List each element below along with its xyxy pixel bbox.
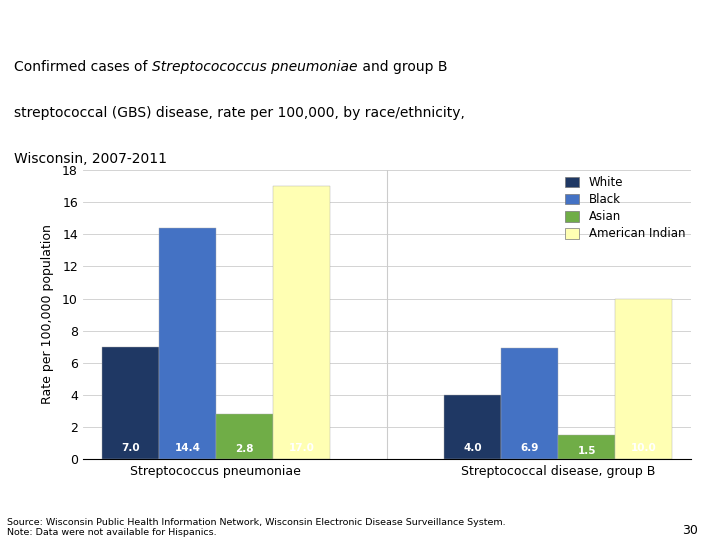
Text: Wisconsin, 2007-2011: Wisconsin, 2007-2011 (14, 152, 167, 166)
Text: and group B: and group B (358, 59, 447, 73)
Bar (273, 186, 330, 459)
Bar (216, 414, 273, 459)
Text: 7.0: 7.0 (121, 443, 140, 453)
Bar (558, 435, 615, 459)
Text: 2.8: 2.8 (235, 443, 253, 454)
Text: 10.0: 10.0 (631, 443, 657, 453)
Bar (501, 348, 558, 459)
Text: 14.4: 14.4 (174, 443, 200, 453)
Text: 1.5: 1.5 (577, 446, 596, 456)
Bar (444, 395, 501, 459)
Text: Streptocococcus pneumoniae: Streptocococcus pneumoniae (152, 59, 358, 73)
Y-axis label: Rate per 100,000 population: Rate per 100,000 population (41, 225, 54, 404)
Bar (102, 347, 159, 459)
Text: Source: Wisconsin Public Health Information Network, Wisconsin Electronic Diseas: Source: Wisconsin Public Health Informat… (7, 518, 506, 537)
Text: Incidence of communicable disease: Incidence of communicable disease (446, 14, 711, 27)
Text: 17.0: 17.0 (289, 443, 315, 453)
Text: 30: 30 (683, 524, 698, 537)
Text: 4.0: 4.0 (463, 443, 482, 453)
Text: 6.9: 6.9 (521, 443, 539, 453)
Text: streptococcal (GBS) disease, rate per 100,000, by race/ethnicity,: streptococcal (GBS) disease, rate per 10… (14, 106, 465, 120)
Bar (159, 228, 216, 459)
Text: Confirmed cases of: Confirmed cases of (14, 59, 152, 73)
Legend: White, Black, Asian, American Indian: White, Black, Asian, American Indian (565, 176, 685, 240)
Text: COMMUNICABLE DISEASE: COMMUNICABLE DISEASE (9, 14, 199, 27)
Bar (615, 299, 672, 459)
